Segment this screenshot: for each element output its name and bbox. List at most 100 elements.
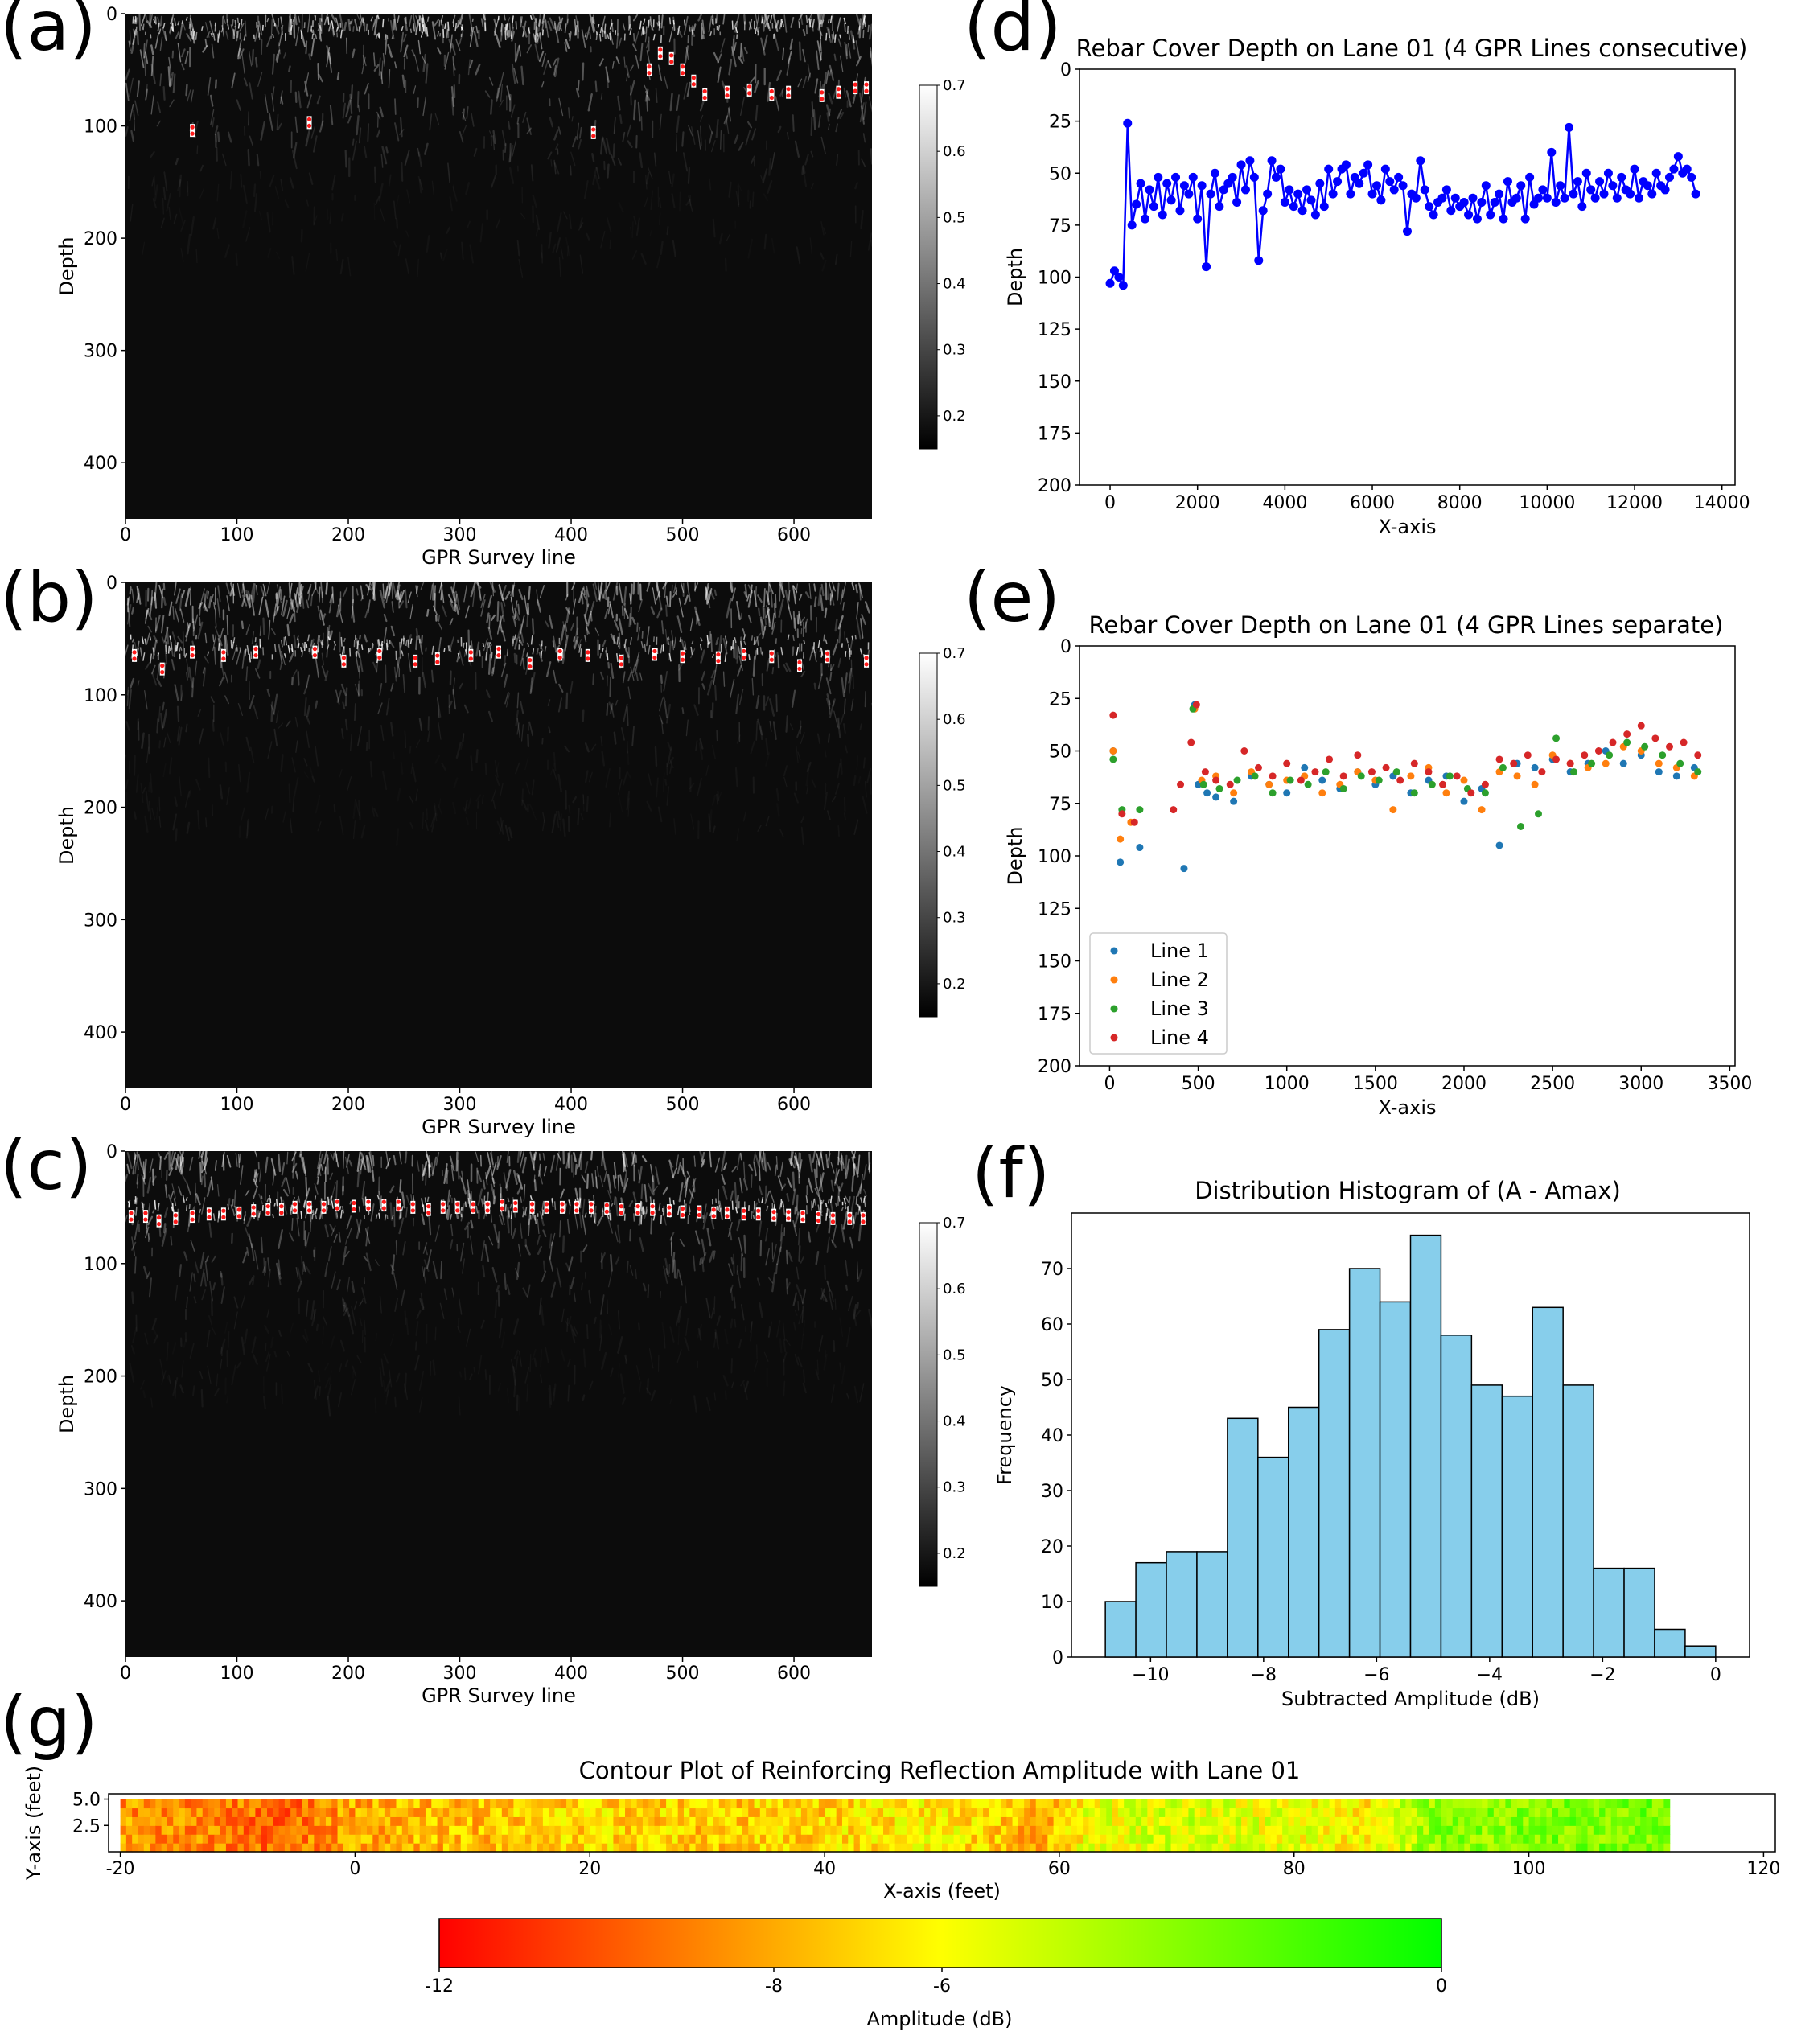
contour-cell — [232, 1799, 239, 1809]
reflection-apex — [746, 83, 752, 97]
contour-cell — [936, 1834, 943, 1844]
contour-cell — [1482, 1834, 1489, 1844]
reflection-apex — [410, 1200, 416, 1214]
contour-cell — [467, 1816, 473, 1826]
contour-cell — [666, 1843, 672, 1853]
contour-cell — [771, 1808, 779, 1817]
contour-cell — [120, 1834, 127, 1844]
contour-cell — [619, 1808, 626, 1817]
contour-cell — [1376, 1816, 1383, 1826]
contour-cell — [877, 1834, 884, 1844]
contour-cell — [924, 1816, 931, 1826]
contour-cell — [590, 1843, 597, 1853]
contour-cell — [1487, 1808, 1495, 1817]
contour-cell — [777, 1808, 784, 1817]
contour-cell — [889, 1834, 896, 1844]
contour-cell — [343, 1799, 350, 1809]
rebar-pick-marker — [756, 1208, 761, 1213]
contour-cell — [308, 1825, 315, 1835]
contour-cell — [1359, 1825, 1365, 1835]
rebar-pick-marker — [312, 653, 318, 658]
contour-cell — [1012, 1816, 1019, 1826]
contour-cell — [191, 1843, 198, 1853]
contour-cell — [302, 1843, 309, 1853]
histogram-bar — [1196, 1551, 1228, 1658]
contour-cell — [261, 1843, 268, 1853]
contour-cell — [191, 1799, 198, 1809]
contour-cell — [807, 1834, 814, 1844]
reflection-apex — [786, 1208, 792, 1222]
x-tick-label: −4 — [1477, 1665, 1503, 1685]
contour-cell — [648, 1816, 656, 1826]
contour-cell — [1235, 1816, 1242, 1826]
contour-cell — [1400, 1843, 1406, 1853]
contour-cell — [1241, 1843, 1248, 1853]
depth-point — [1272, 172, 1281, 182]
contour-cell — [273, 1816, 280, 1826]
contour-cell — [1235, 1834, 1242, 1844]
rebar-pick-marker — [471, 1202, 475, 1207]
reflection-apex — [413, 654, 418, 668]
contour-cell — [1370, 1843, 1377, 1853]
contour-cell — [590, 1799, 597, 1809]
contour-cell — [1200, 1825, 1207, 1835]
depth-point — [1109, 266, 1119, 276]
contour-cell — [1634, 1808, 1641, 1817]
contour-cell — [1458, 1843, 1465, 1853]
contour-cell — [1270, 1816, 1277, 1826]
depth-point — [1398, 181, 1408, 191]
rebar-pick-marker — [800, 1211, 805, 1215]
line1-point — [1318, 776, 1326, 784]
contour-cell — [718, 1843, 726, 1853]
y-tick-label: 200 — [1038, 476, 1071, 496]
reflection-apex — [796, 659, 802, 672]
rebar-pick-marker — [513, 1200, 518, 1206]
contour-cell — [372, 1799, 380, 1809]
contour-cell — [1329, 1799, 1336, 1809]
contour-cell — [1100, 1799, 1107, 1809]
contour-cell — [718, 1808, 726, 1817]
depth-point — [1389, 185, 1399, 195]
contour-cell — [261, 1834, 268, 1844]
x-tick-label: 120 — [1746, 1859, 1780, 1879]
line1-point — [1212, 793, 1220, 801]
contour-cell — [1141, 1825, 1148, 1835]
line3-point — [1570, 768, 1578, 776]
y-axis-label: Depth — [1004, 248, 1026, 306]
contour-cell — [701, 1825, 708, 1835]
contour-cell — [125, 1808, 133, 1817]
contour-cell — [343, 1808, 350, 1817]
contour-cell — [789, 1816, 796, 1826]
contour-cell — [613, 1799, 620, 1809]
reflection-apex — [306, 116, 312, 130]
contour-cell — [1306, 1808, 1313, 1817]
contour-cell — [214, 1816, 221, 1826]
contour-cell — [900, 1816, 907, 1826]
contour-cell — [343, 1825, 350, 1835]
contour-cell — [449, 1843, 456, 1853]
x-tick-label: 0 — [349, 1859, 360, 1879]
contour-cell — [337, 1825, 344, 1835]
contour-cell — [496, 1808, 503, 1817]
rebar-pick-marker — [667, 1211, 672, 1216]
rebar-pick-marker — [435, 653, 440, 658]
contour-cell — [1505, 1799, 1512, 1809]
colorbar — [919, 652, 938, 1018]
contour-cell — [1587, 1799, 1594, 1809]
reflection-apex — [604, 1202, 610, 1215]
contour-cell — [1252, 1834, 1260, 1844]
reflection-apex — [830, 1211, 836, 1225]
reflection-apex — [132, 648, 138, 662]
depth-point — [1472, 214, 1482, 224]
contour-cell — [150, 1816, 156, 1826]
contour-cell — [549, 1816, 556, 1826]
contour-cell — [167, 1816, 174, 1826]
contour-cell — [695, 1799, 702, 1809]
contour-cell — [900, 1834, 907, 1844]
contour-cell — [1441, 1808, 1448, 1817]
contour-cell — [249, 1799, 256, 1809]
contour-cell — [1528, 1825, 1536, 1835]
contour-cell — [1000, 1808, 1007, 1817]
contour-cell — [977, 1825, 984, 1835]
line2-point — [1655, 759, 1663, 767]
